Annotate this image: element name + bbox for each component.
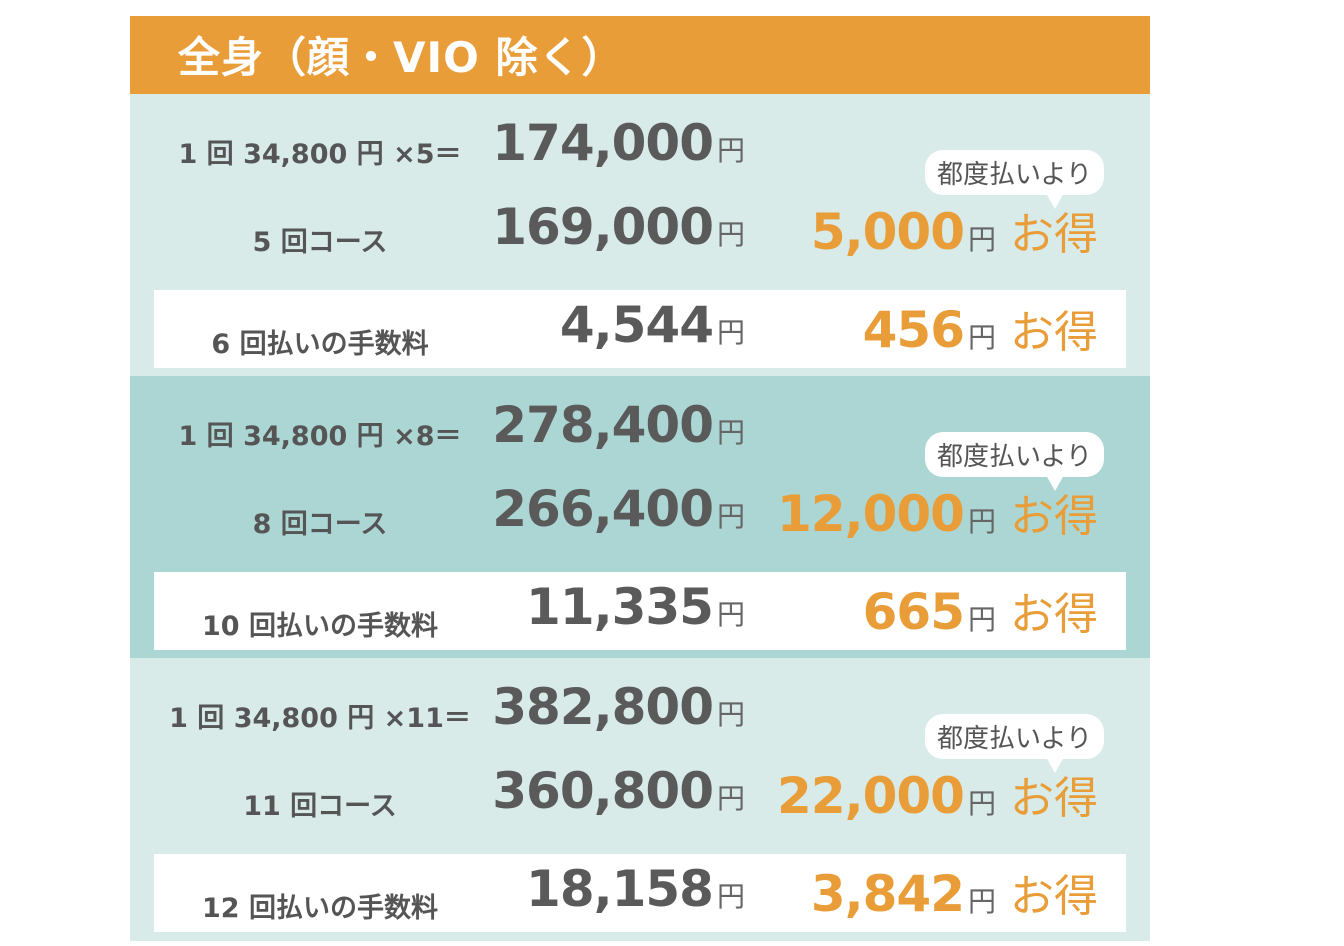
installment-row: 12 回払いの手数料 18,158 円 3,842 円お得	[154, 854, 1126, 932]
comparison-bubble: 都度払いより	[925, 432, 1104, 491]
installment-fee-value: 18,158	[526, 860, 714, 918]
course-label: 11 回コース	[243, 791, 397, 822]
formula-label: 1 回 34,800 円 ×5＝	[178, 139, 462, 170]
course-price: 169,000 円	[492, 198, 745, 256]
yen-unit: 円	[716, 416, 745, 449]
formula-label: 1 回 34,800 円 ×8＝	[178, 421, 462, 452]
course-row: 8 回コース 266,400 円 12,000 円お得	[130, 480, 1150, 550]
course-price-value: 169,000	[492, 198, 714, 256]
installment-label: 12 回払いの手数料	[202, 893, 438, 924]
course-price: 360,800 円	[492, 762, 745, 820]
course-saving-value: 22,000	[777, 767, 965, 825]
single-payment-row: 1 回 34,800 円 ×5＝ 174,000 円 都度払いより	[130, 114, 1150, 209]
installment-saving: 456 円お得	[863, 296, 1098, 360]
course-saving-value: 5,000	[810, 203, 965, 261]
yen-unit: 円	[716, 880, 745, 913]
comparison-bubble: 都度払いより	[925, 150, 1104, 209]
installment-saving-value: 456	[862, 301, 965, 359]
course-row: 11 回コース 360,800 円 22,000 円お得	[130, 762, 1150, 832]
course-price-value: 360,800	[492, 762, 714, 820]
yen-unit: 円	[716, 218, 745, 251]
course-saving-value: 12,000	[777, 485, 965, 543]
otoku-label: お得	[1010, 871, 1098, 922]
course-section-8: 1 回 34,800 円 ×8＝ 278,400 円 都度払いより 8 回コース …	[130, 376, 1150, 658]
otoku-label: お得	[1010, 589, 1098, 640]
installment-row: 6 回払いの手数料 4,544 円 456 円お得	[154, 290, 1126, 368]
installment-fee: 4,544 円	[560, 296, 745, 354]
installment-fee-value: 11,335	[526, 578, 714, 636]
yen-unit: 円	[716, 134, 745, 167]
course-row: 5 回コース 169,000 円 5,000 円お得	[130, 198, 1150, 268]
course-price: 266,400 円	[492, 480, 745, 538]
installment-saving: 665 円お得	[863, 578, 1098, 642]
course-section-11: 1 回 34,800 円 ×11＝ 382,800 円 都度払いより 11 回コー…	[130, 658, 1150, 941]
yen-unit: 円	[967, 223, 996, 256]
course-saving: 5,000 円お得	[811, 198, 1098, 262]
single-total-value: 382,800	[492, 678, 714, 736]
yen-unit: 円	[967, 885, 996, 918]
yen-unit: 円	[716, 598, 745, 631]
single-total-value: 174,000	[492, 114, 714, 172]
yen-unit: 円	[967, 603, 996, 636]
installment-fee: 11,335 円	[526, 578, 745, 636]
yen-unit: 円	[967, 787, 996, 820]
course-label: 5 回コース	[252, 227, 388, 258]
yen-unit: 円	[716, 782, 745, 815]
single-total-price: 174,000 円	[492, 114, 745, 172]
course-price-value: 266,400	[492, 480, 714, 538]
installment-label: 10 回払いの手数料	[202, 611, 438, 642]
single-payment-row: 1 回 34,800 円 ×8＝ 278,400 円 都度払いより	[130, 396, 1150, 491]
table-title: 全身（顔・VIO 除く）	[178, 33, 625, 82]
yen-unit: 円	[716, 698, 745, 731]
single-payment-row: 1 回 34,800 円 ×11＝ 382,800 円 都度払いより	[130, 678, 1150, 773]
yen-unit: 円	[716, 500, 745, 533]
otoku-label: お得	[1010, 491, 1098, 542]
course-saving: 12,000 円お得	[777, 480, 1098, 544]
price-table: 全身（顔・VIO 除く） 1 回 34,800 円 ×5＝ 174,000 円 都…	[130, 16, 1150, 941]
otoku-label: お得	[1010, 773, 1098, 824]
single-total-value: 278,400	[492, 396, 714, 454]
formula-label: 1 回 34,800 円 ×11＝	[169, 703, 471, 734]
installment-saving-value: 3,842	[810, 865, 965, 923]
course-section-5: 1 回 34,800 円 ×5＝ 174,000 円 都度払いより 5 回コース …	[130, 94, 1150, 376]
otoku-label: お得	[1010, 209, 1098, 260]
single-total-price: 382,800 円	[492, 678, 745, 736]
yen-unit: 円	[716, 316, 745, 349]
yen-unit: 円	[967, 505, 996, 538]
installment-fee: 18,158 円	[526, 860, 745, 918]
installment-saving: 3,842 円お得	[811, 860, 1098, 924]
installment-row: 10 回払いの手数料 11,335 円 665 円お得	[154, 572, 1126, 650]
comparison-bubble: 都度払いより	[925, 714, 1104, 773]
installment-label: 6 回払いの手数料	[211, 329, 429, 360]
course-saving: 22,000 円お得	[777, 762, 1098, 826]
single-total-price: 278,400 円	[492, 396, 745, 454]
yen-unit: 円	[967, 321, 996, 354]
installment-saving-value: 665	[862, 583, 965, 641]
table-header: 全身（顔・VIO 除く）	[130, 16, 1150, 94]
course-label: 8 回コース	[252, 509, 388, 540]
installment-fee-value: 4,544	[559, 296, 714, 354]
otoku-label: お得	[1010, 307, 1098, 358]
